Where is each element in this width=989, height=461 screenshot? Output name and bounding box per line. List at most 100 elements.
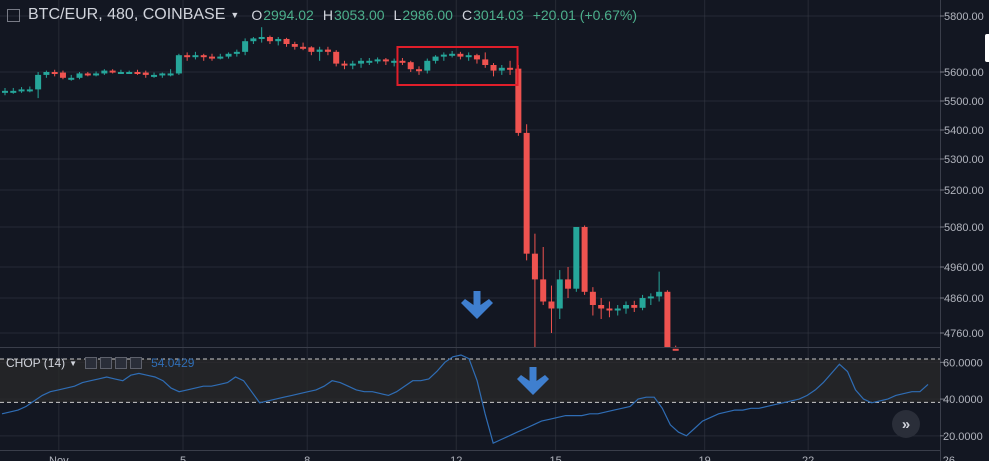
- chart-legend: BTC/EUR, 480, COINBASE ▼ O 2994.02 H 305…: [0, 0, 940, 30]
- chop-band: [0, 359, 940, 403]
- high-value: 3053.00: [333, 7, 385, 23]
- candle-body: [507, 67, 514, 70]
- scroll-to-realtime-button[interactable]: »: [892, 410, 920, 438]
- down-arrow-shape: [461, 291, 493, 319]
- candle-body: [10, 90, 17, 93]
- candle-body: [233, 51, 240, 54]
- candle-body: [382, 59, 389, 62]
- candle-body: [656, 291, 663, 297]
- collapse-square-icon[interactable]: [7, 8, 20, 22]
- candle-body: [308, 47, 315, 52]
- candle-body: [291, 44, 298, 47]
- candle-body: [76, 73, 83, 78]
- candle-body: [258, 37, 265, 39]
- candle-body: [250, 38, 257, 42]
- candle-body: [349, 63, 356, 66]
- candle-body: [184, 55, 191, 58]
- candle-body: [300, 46, 307, 49]
- candle-body: [515, 68, 522, 133]
- candle-body: [623, 305, 629, 309]
- candle-body: [43, 72, 50, 75]
- candle-body: [457, 53, 464, 57]
- time-tick-label: 26: [943, 455, 955, 461]
- price-scale-tab[interactable]: [985, 34, 989, 62]
- candle-body: [672, 348, 679, 351]
- candle-body: [192, 55, 199, 58]
- candle-body: [151, 74, 158, 77]
- indicator-legend: CHOP (14) ▼ 54.0429: [6, 355, 194, 371]
- candle-body: [84, 73, 91, 76]
- chevron-down-icon[interactable]: ▼: [69, 358, 78, 368]
- time-tick-label: 22: [802, 455, 814, 461]
- candle-body: [465, 55, 472, 58]
- chevron-down-icon[interactable]: ▼: [230, 10, 240, 20]
- candle-body: [93, 73, 100, 76]
- indicator-value: 54.0429: [151, 356, 195, 370]
- candle-body: [606, 308, 613, 311]
- candle-body: [449, 53, 456, 56]
- low-value: 2986.00: [402, 7, 453, 23]
- price-tick-label: 4860.00: [944, 293, 984, 305]
- candle-body: [109, 70, 116, 73]
- candle-body: [142, 72, 149, 75]
- candle-body: [432, 56, 439, 61]
- candle-body: [101, 70, 108, 74]
- annotation-box: [396, 46, 519, 86]
- candle-body: [59, 72, 66, 78]
- candle-body: [589, 291, 596, 305]
- candle-body: [26, 89, 33, 92]
- candle-body: [217, 56, 224, 59]
- open-value: 2994.02: [263, 7, 314, 23]
- candle-body: [159, 73, 166, 76]
- open-label: O: [251, 7, 263, 23]
- candle-body: [68, 77, 75, 80]
- candle-body: [333, 51, 340, 64]
- candles: [2, 27, 679, 351]
- candle-body: [573, 227, 580, 289]
- candle-body: [473, 55, 480, 60]
- more-icon[interactable]: [130, 357, 143, 369]
- candle-body: [639, 298, 646, 308]
- candle-body: [498, 67, 505, 71]
- change-value: +20.01 (+0.67%): [532, 7, 637, 23]
- candle-body: [358, 60, 365, 64]
- candle-body: [18, 89, 25, 92]
- time-tick-label: 8: [304, 455, 310, 461]
- symbol-title[interactable]: BTC/EUR, 480, COINBASE: [28, 6, 226, 23]
- candle-body: [614, 308, 621, 311]
- price-axis: [940, 0, 989, 461]
- price-tick-label: 5400.00: [944, 125, 984, 137]
- candle-body: [175, 55, 182, 74]
- candle-body: [440, 54, 447, 57]
- candle-body: [556, 279, 563, 309]
- candle-body: [565, 279, 572, 289]
- indicator-name[interactable]: CHOP (14): [6, 356, 66, 370]
- candle-body: [664, 291, 671, 347]
- price-tick-label: 5080.00: [944, 222, 984, 234]
- settings-icon[interactable]: [100, 357, 113, 369]
- close-icon[interactable]: [115, 357, 128, 369]
- chop-pane: [0, 347, 989, 445]
- time-tick-label: 19: [699, 455, 711, 461]
- time-tick-label: 5: [180, 455, 186, 461]
- candle-body: [523, 132, 530, 254]
- price-tick-label: 5600.00: [944, 67, 984, 79]
- candle-body: [117, 72, 124, 74]
- candle-body: [35, 74, 42, 90]
- down-arrow-icon: [517, 367, 549, 395]
- candle-body: [209, 56, 215, 59]
- candle-body: [275, 38, 282, 42]
- candle-body: [200, 55, 207, 58]
- candle-body: [2, 90, 8, 93]
- close-value: 3014.03: [473, 7, 524, 23]
- candle-body: [647, 296, 654, 299]
- eye-icon[interactable]: [85, 357, 98, 369]
- candle-body: [266, 37, 273, 42]
- candle-body: [424, 60, 431, 71]
- down-arrow-icon: [461, 291, 493, 319]
- candle-body: [490, 65, 497, 71]
- candle-body: [366, 60, 373, 63]
- pane-divider: [0, 347, 989, 348]
- price-tick-label: 5800.00: [944, 11, 984, 23]
